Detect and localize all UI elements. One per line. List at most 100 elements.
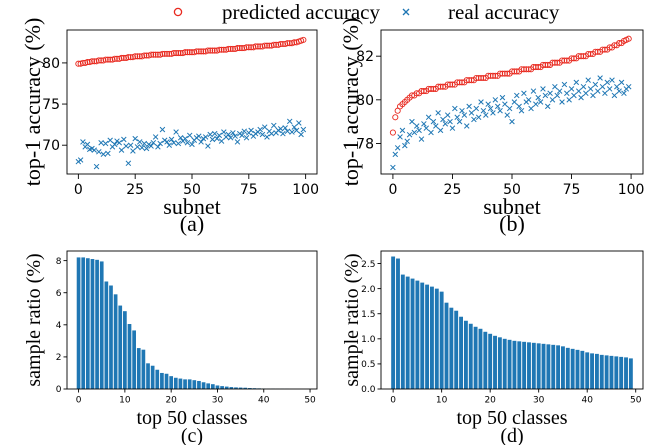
bar bbox=[391, 256, 396, 389]
real-point bbox=[504, 112, 510, 118]
y-tick-label: 80 bbox=[356, 93, 374, 109]
real-point-stroke bbox=[227, 135, 234, 141]
bar bbox=[109, 285, 113, 389]
real-point-stroke bbox=[284, 128, 291, 134]
real-point-stroke bbox=[221, 129, 227, 135]
real-point bbox=[611, 92, 618, 99]
bar bbox=[561, 346, 565, 389]
real-point-stroke bbox=[544, 103, 551, 110]
x-tick-label: 20 bbox=[165, 396, 177, 406]
bar bbox=[430, 286, 434, 389]
real-point-stroke bbox=[207, 131, 213, 138]
predicted-point bbox=[211, 47, 218, 54]
real-point-stroke bbox=[578, 94, 584, 101]
panel-b: 0 25 50 75 100 78 80 82 subnet top-1 accuracy (%)… bbox=[338, 18, 644, 236]
real-point bbox=[134, 144, 141, 150]
real-point bbox=[280, 130, 286, 137]
bar bbox=[536, 343, 541, 389]
real-point bbox=[296, 120, 302, 126]
bar bbox=[178, 378, 183, 389]
real-point-stroke bbox=[196, 133, 202, 139]
real-point bbox=[449, 125, 456, 131]
real-point-stroke bbox=[177, 135, 184, 141]
real-point-stroke bbox=[525, 97, 532, 103]
real-point-stroke bbox=[606, 86, 613, 92]
bar bbox=[604, 355, 609, 389]
predicted-point bbox=[125, 54, 132, 61]
real-point bbox=[155, 144, 161, 150]
y-tick-label: 70 bbox=[42, 138, 60, 154]
real-point bbox=[516, 103, 522, 110]
real-point-stroke bbox=[625, 83, 632, 90]
real-point-stroke bbox=[494, 103, 501, 110]
real-point-stroke bbox=[268, 130, 275, 137]
real-point-stroke bbox=[590, 92, 596, 99]
real-point bbox=[566, 97, 572, 103]
bar bbox=[585, 352, 590, 389]
real-point bbox=[118, 147, 125, 153]
real-point bbox=[399, 127, 406, 134]
real-point-stroke bbox=[152, 134, 159, 140]
real-point-stroke bbox=[118, 147, 125, 153]
real-point-stroke bbox=[587, 86, 594, 92]
real-point-stroke bbox=[98, 139, 104, 146]
predicted-point bbox=[284, 40, 291, 47]
predicted-point bbox=[254, 43, 261, 50]
real-point-stroke bbox=[84, 141, 91, 148]
real-point-stroke bbox=[547, 90, 553, 97]
real-point bbox=[492, 97, 499, 103]
real-point-stroke bbox=[186, 132, 193, 139]
real-point-stroke bbox=[216, 132, 223, 139]
bar bbox=[224, 386, 229, 389]
predicted-point bbox=[270, 41, 277, 48]
real-point-stroke bbox=[421, 121, 427, 127]
real-point-stroke bbox=[96, 149, 102, 155]
real-point-stroke bbox=[530, 88, 537, 94]
bar bbox=[400, 274, 405, 389]
predicted-point bbox=[79, 59, 86, 66]
real-point bbox=[211, 130, 218, 137]
real-point-stroke bbox=[271, 122, 277, 129]
real-point-stroke bbox=[168, 136, 175, 143]
y-tick-label: 82 bbox=[356, 49, 374, 65]
predicted-point bbox=[152, 51, 159, 58]
bar bbox=[192, 380, 197, 389]
bar bbox=[238, 387, 243, 389]
real-point-stroke bbox=[402, 142, 408, 149]
predicted-point bbox=[291, 39, 298, 46]
real-point-stroke bbox=[127, 142, 134, 148]
real-point-stroke bbox=[611, 92, 618, 99]
real-point-stroke bbox=[621, 90, 627, 97]
bar bbox=[488, 333, 493, 389]
real-point-stroke bbox=[214, 135, 220, 142]
real-point-stroke bbox=[475, 114, 482, 121]
real-point-stroke bbox=[511, 99, 518, 105]
real-point-stroke bbox=[91, 147, 98, 153]
bar bbox=[405, 276, 410, 389]
predicted-point bbox=[182, 49, 189, 56]
real-point-stroke bbox=[111, 141, 118, 148]
real-point bbox=[198, 139, 204, 145]
real-point-stroke bbox=[473, 105, 480, 112]
predicted-point bbox=[392, 114, 399, 121]
bar bbox=[248, 388, 252, 389]
bar bbox=[99, 261, 104, 389]
predicted-point bbox=[84, 59, 91, 66]
predicted-point bbox=[88, 58, 96, 65]
real-point bbox=[430, 118, 437, 125]
real-point-stroke bbox=[413, 123, 420, 129]
real-point-stroke bbox=[468, 110, 475, 116]
predicted-point bbox=[504, 70, 511, 77]
real-point bbox=[575, 88, 582, 94]
real-point bbox=[221, 129, 227, 135]
real-point bbox=[511, 99, 518, 105]
predicted-point bbox=[175, 49, 182, 57]
real-point-stroke bbox=[592, 81, 599, 88]
real-point-stroke bbox=[390, 164, 396, 171]
bar bbox=[234, 387, 238, 389]
real-point bbox=[397, 134, 403, 140]
real-point bbox=[440, 116, 446, 123]
real-point bbox=[227, 135, 234, 141]
legend-predicted-marker bbox=[173, 7, 183, 17]
real-point-stroke bbox=[514, 92, 520, 99]
